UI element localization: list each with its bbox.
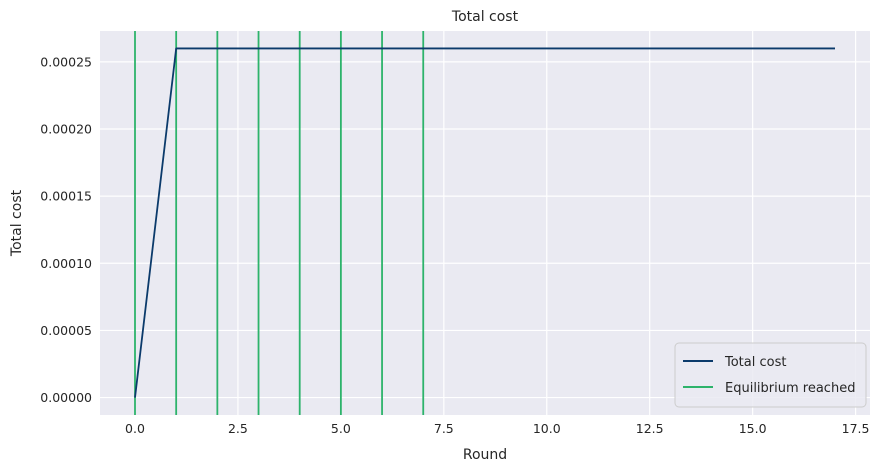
y-tick-label: 0.00015 xyxy=(40,189,92,204)
tick-labels: 0.0 2.5 5.0 7.5 10.0 12.5 15.0 17.5 0.00000 0.000… xyxy=(40,54,869,436)
y-tick-label: 0.00025 xyxy=(40,54,92,69)
series-lines xyxy=(134,47,835,398)
chart-title: Total cost xyxy=(451,9,519,25)
legend-label-equilibrium: Equilibrium reached xyxy=(725,381,855,396)
x-tick-label: 10.0 xyxy=(533,421,561,436)
x-tick-label: 7.5 xyxy=(434,421,454,436)
y-tick-label: 0.00000 xyxy=(40,390,92,405)
y-tick-label: 0.00020 xyxy=(40,122,92,137)
y-axis-label: Total cost xyxy=(9,189,25,257)
x-tick-label: 5.0 xyxy=(331,421,351,436)
x-tick-label: 15.0 xyxy=(739,421,767,436)
x-tick-label: 0.0 xyxy=(125,421,145,436)
legend-box xyxy=(674,342,867,408)
legend-label-total-cost: Total cost xyxy=(724,355,786,370)
x-axis-label: Round xyxy=(463,447,507,463)
legend: Total cost Equilibrium reached xyxy=(674,342,867,408)
equilibrium-lines xyxy=(134,31,425,415)
x-tick-label: 12.5 xyxy=(636,421,664,436)
y-tick-label: 0.00005 xyxy=(40,323,92,338)
y-tick-label: 0.00010 xyxy=(40,256,92,271)
x-tick-label: 2.5 xyxy=(228,421,248,436)
x-tick-label: 17.5 xyxy=(842,421,870,436)
series-line-total-cost xyxy=(134,47,835,398)
